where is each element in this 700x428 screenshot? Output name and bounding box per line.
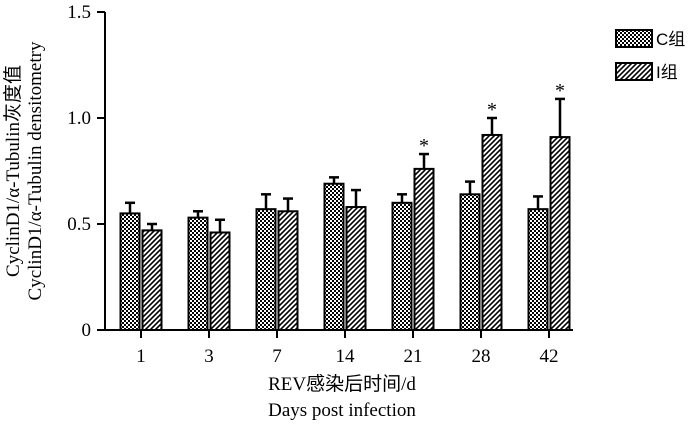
- x-tick-label: 14: [336, 346, 356, 367]
- bar-c: [527, 208, 549, 331]
- significance-star: *: [487, 99, 497, 121]
- legend-swatch-i: [615, 62, 653, 81]
- legend: C组 I组: [615, 29, 685, 82]
- legend-label-i: I组: [656, 63, 678, 82]
- x-tick-label: 28: [472, 346, 491, 367]
- y-tick-label: 0.5: [67, 214, 91, 235]
- x-tick-label: 1: [136, 346, 146, 367]
- y-tick-label: 0: [82, 320, 92, 341]
- significance-star: *: [419, 135, 429, 157]
- significance-star: *: [555, 80, 565, 102]
- bar-i: [549, 136, 571, 331]
- bar-i: [141, 229, 163, 331]
- y-axis-label-cn: CyclinD1/α-Tubulin灰度值: [2, 65, 24, 277]
- significance-markers: * * *: [419, 80, 565, 157]
- x-tick-label: 3: [204, 346, 214, 367]
- bar-c: [323, 182, 345, 331]
- error-bars: [125, 97, 565, 233]
- x-tick-label: 7: [272, 346, 282, 367]
- y-tick-label: 1.5: [67, 2, 91, 23]
- bar-i: [481, 133, 503, 331]
- y-tick-label: 1.0: [67, 108, 91, 129]
- x-axis-label-en: Days post infection: [268, 400, 416, 421]
- bar-i: [277, 210, 299, 331]
- x-tick-label: 21: [404, 346, 423, 367]
- bar-c: [119, 212, 141, 331]
- y-axis-label-en: CyclinD1/α-Tubulin densitometry: [25, 41, 46, 300]
- bar-c: [187, 216, 209, 331]
- x-axis-label-cn: REV感染后时间/d: [268, 373, 416, 395]
- legend-label-c: C组: [656, 30, 685, 49]
- legend-swatch-c: [615, 29, 653, 48]
- bar-c: [391, 201, 413, 331]
- x-tick-label: 42: [540, 346, 559, 367]
- bar-c: [459, 193, 481, 331]
- x-ticks: 1 3 7 14 21 28 42: [136, 330, 559, 367]
- bar-i: [209, 231, 231, 331]
- bar-c: [255, 208, 277, 331]
- bars: [119, 133, 571, 331]
- y-ticks: 0 0.5 1.0 1.5: [67, 2, 105, 341]
- bar-i: [345, 206, 367, 331]
- bar-i: [413, 167, 435, 331]
